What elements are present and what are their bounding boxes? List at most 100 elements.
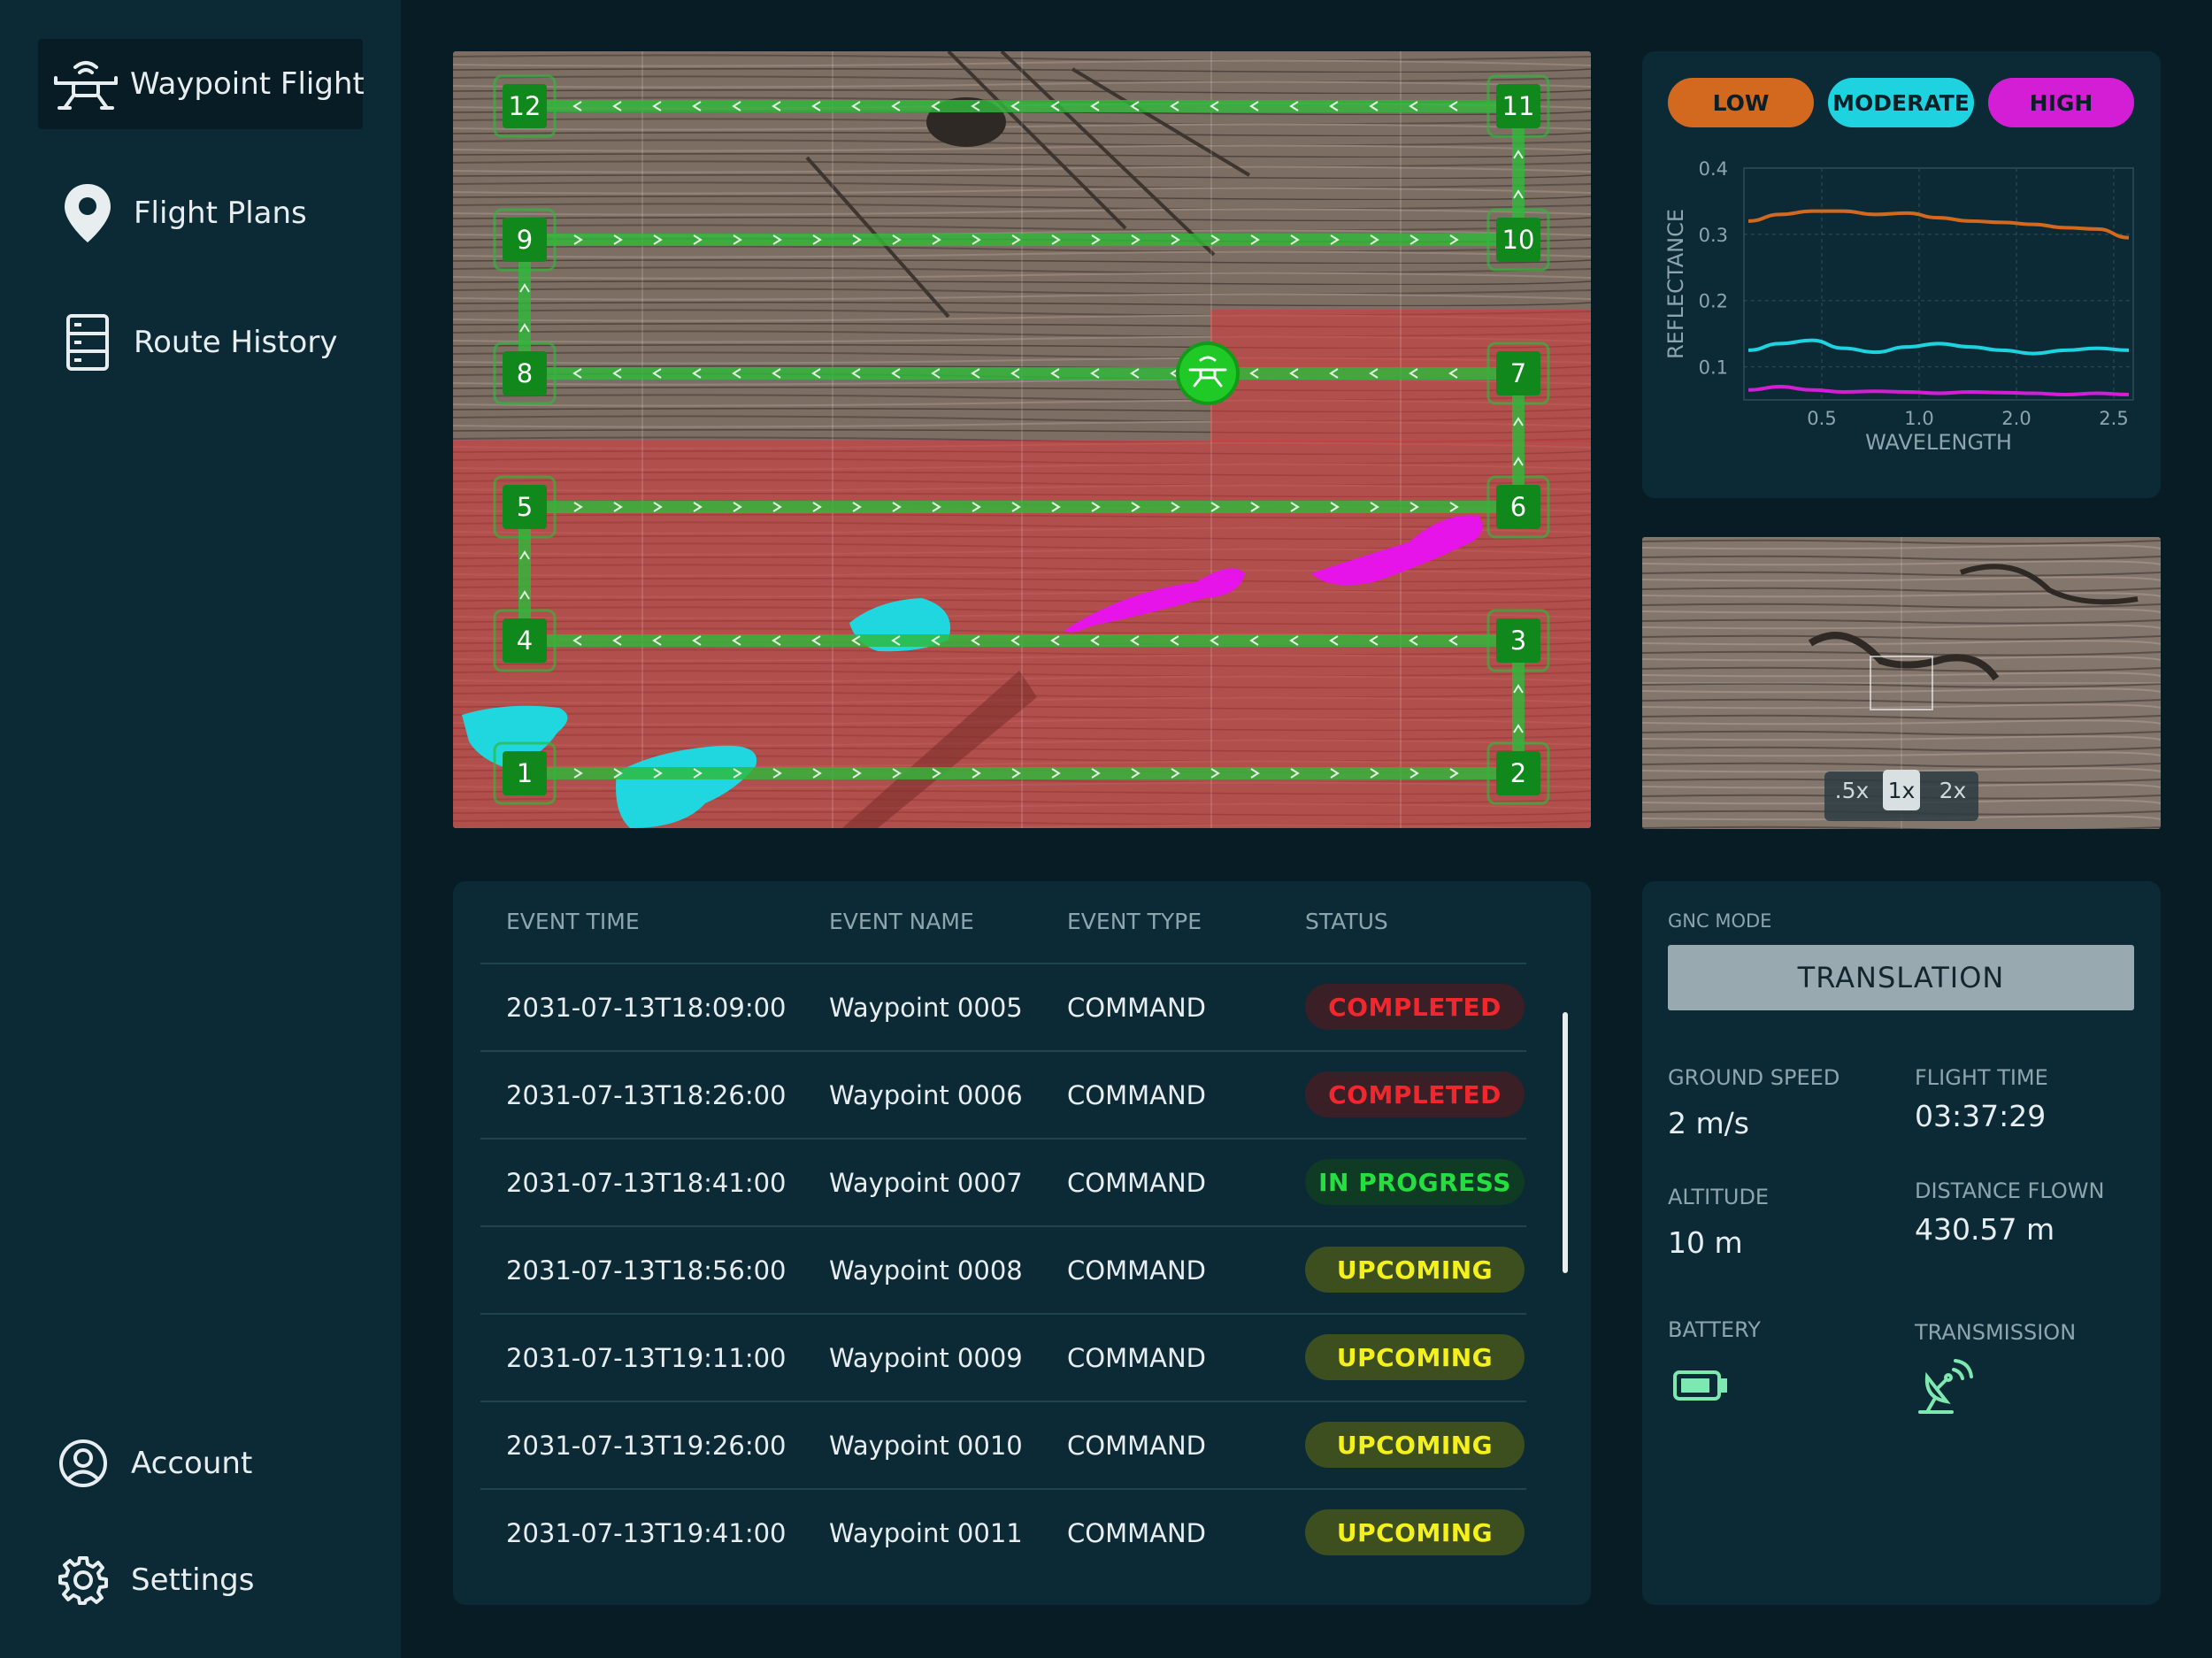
event-name-cell: Waypoint 0011 bbox=[829, 1518, 1023, 1548]
event-time-cell: 2031-07-13T19:11:00 bbox=[506, 1343, 787, 1373]
y-tick-label: 0.2 bbox=[1699, 291, 1728, 312]
status-badge: UPCOMING bbox=[1305, 1509, 1525, 1555]
header-status[interactable]: STATUS bbox=[1305, 909, 1388, 934]
zoom-half[interactable]: .5x bbox=[1834, 777, 1870, 803]
waypoint-label: 2 bbox=[1510, 758, 1526, 788]
x-tick-label: 0.5 bbox=[1807, 408, 1836, 429]
distance-flown-label: DISTANCE FLOWN bbox=[1915, 1178, 2105, 1203]
event-name-cell: Waypoint 0008 bbox=[829, 1255, 1023, 1286]
sidebar-item-label: Flight Plans bbox=[134, 196, 307, 231]
waypoint-marker[interactable]: 10 bbox=[1486, 208, 1550, 272]
waypoint-label: 9 bbox=[517, 225, 533, 255]
sidebar-item-waypoint-flight[interactable]: Waypoint Flight bbox=[38, 39, 365, 129]
table-row[interactable]: 2031-07-13T18:41:00 Waypoint 0007 COMMAND I… bbox=[480, 1138, 1526, 1226]
zoom-preview[interactable] bbox=[1642, 537, 2161, 829]
flight-time-value: 03:37:29 bbox=[1915, 1099, 2047, 1133]
table-row[interactable]: 2031-07-13T19:26:00 Waypoint 0010 COMMAND U… bbox=[480, 1401, 1526, 1489]
waypoint-label: 5 bbox=[517, 492, 533, 522]
table-row[interactable]: 2031-07-13T18:26:00 Waypoint 0006 COMMAND C… bbox=[480, 1050, 1526, 1139]
flight-time-label: FLIGHT TIME bbox=[1915, 1065, 2048, 1090]
header-event-type[interactable]: EVENT TYPE bbox=[1067, 909, 1202, 934]
reflectance-chart: 0.4 0.3 0.2 0.1 0.5 1.0 2.0 2.5 WAVELENGTH REFLEC… bbox=[1663, 158, 2134, 455]
waypoint-marker[interactable]: 2 bbox=[1486, 741, 1550, 805]
status-badge: UPCOMING bbox=[1305, 1247, 1525, 1293]
sidebar-item-account[interactable]: Account bbox=[46, 1418, 347, 1508]
event-time-cell: 2031-07-13T18:56:00 bbox=[506, 1255, 787, 1286]
sidebar-item-label: Waypoint Flight bbox=[130, 66, 365, 102]
plot-area bbox=[1743, 167, 2134, 401]
event-name-cell: Waypoint 0007 bbox=[829, 1168, 1023, 1198]
table-scrollbar[interactable] bbox=[1563, 1012, 1568, 1273]
zoom-2x[interactable]: 2x bbox=[1939, 777, 1967, 803]
x-axis-label: WAVELENGTH bbox=[1865, 430, 2012, 455]
waypoint-marker[interactable]: 5 bbox=[493, 475, 557, 539]
sidebar-item-flight-plans[interactable]: Flight Plans bbox=[38, 168, 363, 258]
y-tick-label: 0.3 bbox=[1699, 225, 1728, 246]
status-badge: UPCOMING bbox=[1305, 1422, 1525, 1468]
header-event-time[interactable]: EVENT TIME bbox=[506, 909, 640, 934]
ground-speed-value: 2 m/s bbox=[1668, 1106, 1749, 1140]
series-line-moderate bbox=[1747, 338, 2130, 356]
user-circle-icon bbox=[46, 1428, 120, 1499]
sidebar: Waypoint Flight Flight Plans Route Histo… bbox=[0, 0, 401, 1658]
drone-icon bbox=[52, 49, 119, 119]
event-type-cell: COMMAND bbox=[1067, 1168, 1206, 1198]
x-tick-label: 2.0 bbox=[2001, 408, 2031, 429]
table-row[interactable]: 2031-07-13T19:11:00 Waypoint 0009 COMMAND U… bbox=[480, 1313, 1526, 1401]
drone-marker[interactable] bbox=[1176, 342, 1240, 405]
waypoint-marker[interactable]: 9 bbox=[493, 208, 557, 272]
sidebar-item-route-history[interactable]: Route History bbox=[38, 297, 363, 388]
waypoint-label: 10 bbox=[1502, 225, 1535, 255]
event-type-cell: COMMAND bbox=[1067, 1255, 1206, 1286]
gnc-mode-button[interactable]: TRANSLATION bbox=[1668, 945, 2134, 1010]
sidebar-item-label: Settings bbox=[131, 1562, 255, 1598]
event-time-cell: 2031-07-13T18:26:00 bbox=[506, 1080, 787, 1110]
waypoint-label: 7 bbox=[1510, 358, 1526, 388]
waypoint-marker[interactable]: 8 bbox=[493, 342, 557, 405]
status-badge: UPCOMING bbox=[1305, 1334, 1525, 1380]
waypoint-marker[interactable]: 4 bbox=[493, 609, 557, 672]
waypoint-marker[interactable]: 1 bbox=[493, 741, 557, 805]
event-type-cell: COMMAND bbox=[1067, 1343, 1206, 1373]
waypoint-label: 11 bbox=[1502, 91, 1535, 121]
ground-speed-label: GROUND SPEED bbox=[1668, 1065, 1840, 1090]
waypoint-label: 4 bbox=[517, 626, 533, 656]
waypoint-marker[interactable]: 7 bbox=[1486, 342, 1550, 405]
header-event-name[interactable]: EVENT NAME bbox=[829, 909, 974, 934]
altitude-label: ALTITUDE bbox=[1668, 1185, 1770, 1209]
waypoint-label: 12 bbox=[509, 91, 541, 121]
waypoint-marker[interactable]: 3 bbox=[1486, 609, 1550, 672]
legend-moderate[interactable]: MODERATE bbox=[1828, 78, 1974, 127]
drone-icon bbox=[1188, 356, 1227, 388]
event-name-cell: Waypoint 0006 bbox=[829, 1080, 1023, 1110]
gear-icon bbox=[46, 1545, 120, 1616]
event-type-cell: COMMAND bbox=[1067, 1431, 1206, 1461]
waypoint-label: 1 bbox=[517, 758, 533, 788]
battery-label: BATTERY bbox=[1668, 1317, 1761, 1342]
legend-high[interactable]: HIGH bbox=[1988, 78, 2134, 127]
status-badge: COMPLETED bbox=[1305, 1071, 1525, 1117]
event-time-cell: 2031-07-13T18:41:00 bbox=[506, 1168, 787, 1198]
zoom-1x[interactable]: 1x bbox=[1883, 770, 1920, 810]
event-time-cell: 2031-07-13T18:09:00 bbox=[506, 993, 787, 1023]
waypoint-marker[interactable]: 12 bbox=[493, 74, 557, 138]
waypoint-marker[interactable]: 6 bbox=[1486, 475, 1550, 539]
y-tick-label: 0.4 bbox=[1699, 158, 1728, 180]
event-name-cell: Waypoint 0009 bbox=[829, 1343, 1023, 1373]
table-row[interactable]: 2031-07-13T19:41:00 Waypoint 0011 COMMAND U… bbox=[480, 1488, 1526, 1577]
flight-map[interactable]: 1 2 3 4 5 6 7 8 9 10 11 12 bbox=[453, 51, 1591, 828]
event-time-cell: 2031-07-13T19:26:00 bbox=[506, 1431, 787, 1461]
sidebar-item-label: Account bbox=[131, 1446, 253, 1481]
sidebar-item-settings[interactable]: Settings bbox=[46, 1535, 347, 1625]
waypoint-label: 3 bbox=[1510, 626, 1526, 656]
location-pin-icon bbox=[52, 178, 123, 249]
legend-low[interactable]: LOW bbox=[1668, 78, 1814, 127]
satellite-dish-icon bbox=[1916, 1357, 1978, 1419]
series-line-high bbox=[1747, 385, 2130, 397]
battery-icon bbox=[1672, 1368, 1729, 1407]
table-row[interactable]: 2031-07-13T18:56:00 Waypoint 0008 COMMAND U… bbox=[480, 1225, 1526, 1314]
waypoint-marker[interactable]: 11 bbox=[1486, 74, 1550, 138]
table-row[interactable]: 2031-07-13T18:09:00 Waypoint 0005 COMMAND C… bbox=[480, 963, 1526, 1051]
x-tick-label: 1.0 bbox=[1904, 408, 1933, 429]
y-axis-label: REFLECTANCE bbox=[1663, 209, 1688, 359]
